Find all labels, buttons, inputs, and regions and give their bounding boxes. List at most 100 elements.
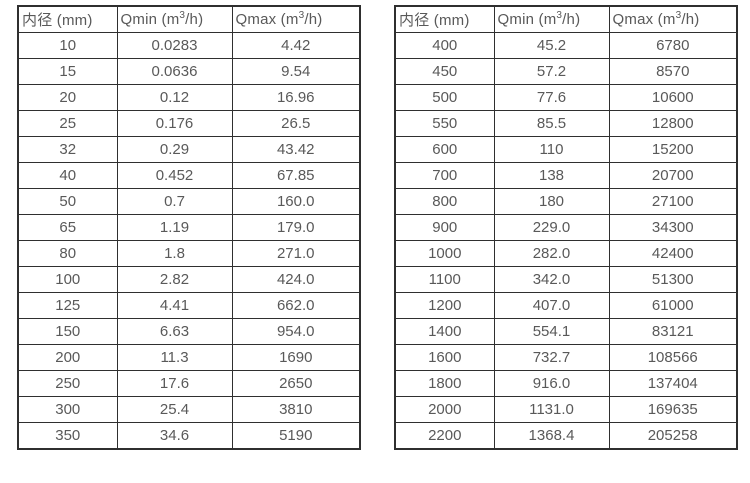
table-cell: 61000 — [608, 292, 738, 319]
table-cell: 0.0283 — [116, 32, 233, 59]
table-cell: 108566 — [608, 344, 738, 371]
table-cell: 407.0 — [493, 292, 610, 319]
table-cell: 954.0 — [231, 318, 361, 345]
table-cell: 662.0 — [231, 292, 361, 319]
table-row: 1600 732.7 108566 — [394, 344, 738, 371]
table-cell: 350 — [17, 422, 118, 450]
table-cell: 424.0 — [231, 266, 361, 293]
table-cell: 83121 — [608, 318, 738, 345]
table-cell: 500 — [394, 84, 495, 111]
table-cell: 229.0 — [493, 214, 610, 241]
table-row: 10 0.0283 4.42 — [17, 32, 361, 59]
table-cell: 200 — [17, 344, 118, 371]
table-cell: 10600 — [608, 84, 738, 111]
table-cell: 4.42 — [231, 32, 361, 59]
header-cell: 内径 (mm) — [394, 5, 495, 33]
table-cell: 34300 — [608, 214, 738, 241]
table-cell: 100 — [17, 266, 118, 293]
header-cell: Qmax (m3/h) — [608, 5, 738, 33]
table-cell: 77.6 — [493, 84, 610, 111]
table-row: 300 25.4 3810 — [17, 396, 361, 423]
header-cell: Qmin (m3/h) — [493, 5, 610, 33]
table-cell: 600 — [394, 136, 495, 163]
table-cell: 20 — [17, 84, 118, 111]
table-cell: 1000 — [394, 240, 495, 267]
table-cell: 342.0 — [493, 266, 610, 293]
table-cell: 26.5 — [231, 110, 361, 137]
table-row: 65 1.19 179.0 — [17, 214, 361, 241]
table-row: 450 57.2 8570 — [394, 58, 738, 85]
table-cell: 160.0 — [231, 188, 361, 215]
table-cell: 916.0 — [493, 370, 610, 397]
table-cell: 1690 — [231, 344, 361, 371]
table-header-row: 内径 (mm) Qmin (m3/h) Qmax (m3/h) — [394, 5, 738, 33]
table-cell: 250 — [17, 370, 118, 397]
spec-table-large-diameters: 内径 (mm) Qmin (m3/h) Qmax (m3/h) 400 45.2 678… — [394, 5, 738, 450]
table-cell: 1200 — [394, 292, 495, 319]
table-cell: 138 — [493, 162, 610, 189]
table-cell: 1400 — [394, 318, 495, 345]
table-cell: 0.7 — [116, 188, 233, 215]
table-cell: 0.12 — [116, 84, 233, 111]
table-cell: 11.3 — [116, 344, 233, 371]
table-cell: 57.2 — [493, 58, 610, 85]
table-row: 550 85.5 12800 — [394, 110, 738, 137]
table-row: 1200 407.0 61000 — [394, 292, 738, 319]
table-cell: 1100 — [394, 266, 495, 293]
table-cell: 1.8 — [116, 240, 233, 267]
table-cell: 1.19 — [116, 214, 233, 241]
table-row: 1800 916.0 137404 — [394, 370, 738, 397]
table-cell: 8570 — [608, 58, 738, 85]
table-cell: 15 — [17, 58, 118, 85]
table-cell: 700 — [394, 162, 495, 189]
table-cell: 2650 — [231, 370, 361, 397]
table-body: 10 0.0283 4.42 15 0.0636 9.54 20 0.12 16.96 25 0.1… — [17, 32, 361, 450]
table-cell: 1131.0 — [493, 396, 610, 423]
table-cell: 179.0 — [231, 214, 361, 241]
table-row: 100 2.82 424.0 — [17, 266, 361, 293]
table-row: 600 110 15200 — [394, 136, 738, 163]
table-row: 50 0.7 160.0 — [17, 188, 361, 215]
table-row: 200 11.3 1690 — [17, 344, 361, 371]
table-cell: 67.85 — [231, 162, 361, 189]
table-cell: 0.29 — [116, 136, 233, 163]
table-cell: 1800 — [394, 370, 495, 397]
table-row: 1400 554.1 83121 — [394, 318, 738, 345]
header-row: 内径 (mm) Qmin (m3/h) Qmax (m3/h) — [394, 5, 738, 33]
table-cell: 45.2 — [493, 32, 610, 59]
table-cell: 42400 — [608, 240, 738, 267]
table-cell: 800 — [394, 188, 495, 215]
table-header-row: 内径 (mm) Qmin (m3/h) Qmax (m3/h) — [17, 5, 361, 33]
table-cell: 6.63 — [116, 318, 233, 345]
table-cell: 137404 — [608, 370, 738, 397]
superscript-3: 3 — [675, 10, 682, 21]
header-cell: Qmax (m3/h) — [231, 5, 361, 33]
table-cell: 32 — [17, 136, 118, 163]
table-cell: 40 — [17, 162, 118, 189]
table-cell: 0.452 — [116, 162, 233, 189]
table-cell: 43.42 — [231, 136, 361, 163]
table-cell: 125 — [17, 292, 118, 319]
table-cell: 1368.4 — [493, 422, 610, 450]
table-row: 900 229.0 34300 — [394, 214, 738, 241]
table-row: 40 0.452 67.85 — [17, 162, 361, 189]
table-cell: 12800 — [608, 110, 738, 137]
table-row: 250 17.6 2650 — [17, 370, 361, 397]
table-cell: 15200 — [608, 136, 738, 163]
table-cell: 25.4 — [116, 396, 233, 423]
table-cell: 169635 — [608, 396, 738, 423]
table-row: 150 6.63 954.0 — [17, 318, 361, 345]
table-cell: 85.5 — [493, 110, 610, 137]
table-cell: 450 — [394, 58, 495, 85]
table-row: 2000 1131.0 169635 — [394, 396, 738, 423]
table-cell: 16.96 — [231, 84, 361, 111]
table-cell: 282.0 — [493, 240, 610, 267]
table-row: 20 0.12 16.96 — [17, 84, 361, 111]
header-cell: Qmin (m3/h) — [116, 5, 233, 33]
table-row: 500 77.6 10600 — [394, 84, 738, 111]
table-cell: 27100 — [608, 188, 738, 215]
table-cell: 3810 — [231, 396, 361, 423]
table-cell: 900 — [394, 214, 495, 241]
table-row: 2200 1368.4 205258 — [394, 422, 738, 450]
